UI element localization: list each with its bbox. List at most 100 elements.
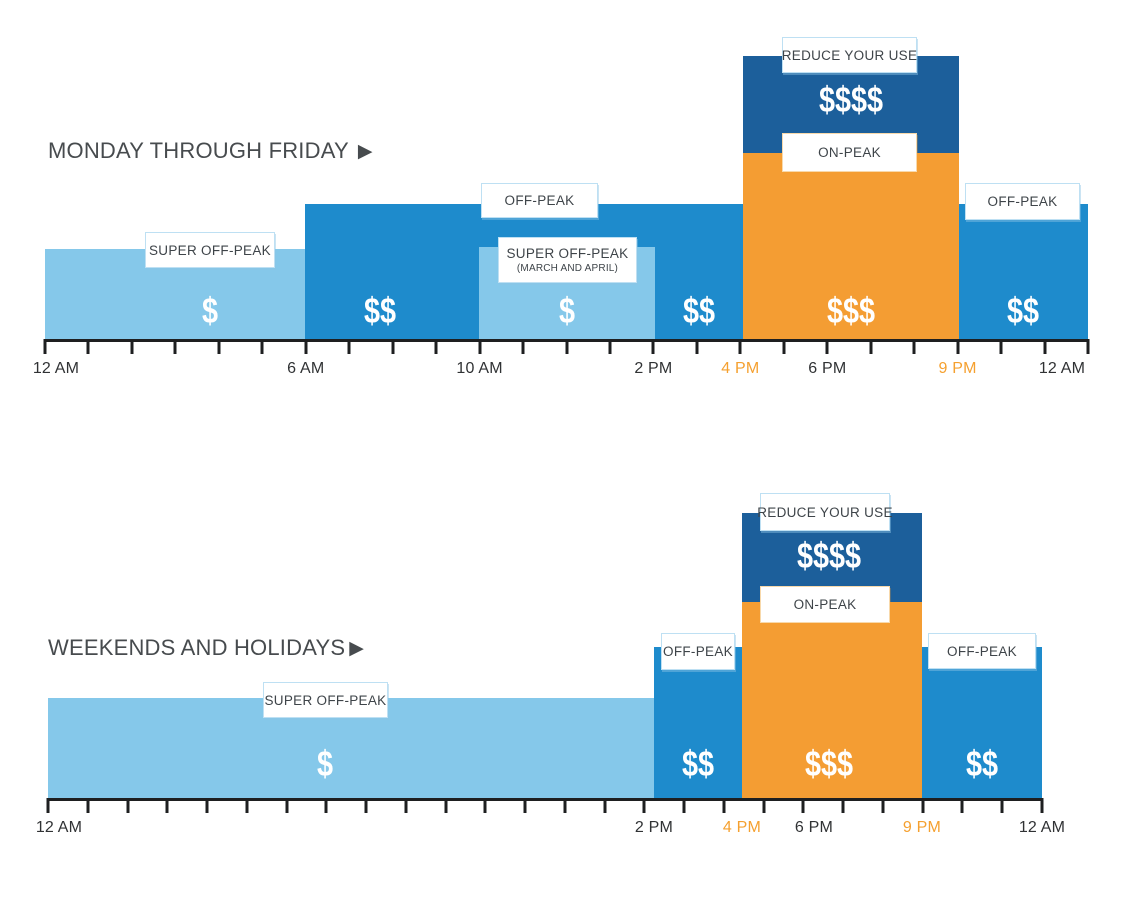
axis-tick xyxy=(738,339,742,354)
label-text: REDUCE YOUR USE xyxy=(757,504,893,520)
weekday-cost-off-peak-morning: $$ xyxy=(363,290,397,331)
axis-tick xyxy=(86,798,90,813)
axis-tick xyxy=(960,798,964,813)
weekday-chart-plot: 12 AM 6 AM 10 AM 2 PM 4 PM 6 PM 9 PM 12 … xyxy=(33,30,1090,377)
weekend-axis-ticks xyxy=(46,798,1044,814)
label-text: OFF-PEAK xyxy=(987,194,1058,209)
weekday-tick-label-6pm: 6 PM xyxy=(808,360,847,377)
axis-tick xyxy=(762,798,766,813)
axis-tick xyxy=(404,798,408,813)
axis-tick xyxy=(364,798,368,813)
axis-tick xyxy=(921,798,925,813)
axis-tick xyxy=(285,798,289,813)
axis-tick xyxy=(999,339,1003,354)
axis-tick xyxy=(86,339,90,354)
weekday-tick-label-10am: 10 AM xyxy=(456,360,503,377)
weekday-cost-super-off-peak: $ xyxy=(201,290,219,331)
axis-tick xyxy=(245,798,249,813)
weekday-label-box-off-peak-midday: OFF-PEAK xyxy=(481,183,598,218)
axis-tick xyxy=(43,339,47,354)
weekend-tick-label-6pm: 6 PM xyxy=(794,819,834,836)
weekday-tick-label-12am-right: 12 AM xyxy=(1038,360,1086,377)
weekday-bar-on-peak xyxy=(743,153,959,339)
axis-tick xyxy=(841,798,845,813)
weekend-tick-label-4pm: 4 PM xyxy=(722,819,762,836)
label-text: REDUCE YOUR USE xyxy=(781,47,918,63)
axis-tick xyxy=(217,339,221,354)
axis-tick xyxy=(956,339,960,354)
weekday-label-box-off-peak-evening: OFF-PEAK xyxy=(965,183,1080,220)
axis-tick xyxy=(1043,339,1047,354)
weekend-tick-label-9pm: 9 PM xyxy=(902,819,942,836)
label-text: ON-PEAK xyxy=(793,597,857,612)
axis-tick xyxy=(565,339,568,354)
weekend-cost-super-off-peak: $ xyxy=(316,743,334,784)
label-text: OFF-PEAK xyxy=(504,193,575,208)
weekday-label-box-super-off-peak: SUPER OFF-PEAK xyxy=(145,232,275,268)
axis-tick xyxy=(324,798,328,813)
label-text: OFF-PEAK xyxy=(663,644,733,659)
axis-tick xyxy=(881,798,885,813)
axis-tick xyxy=(912,339,916,354)
axis-tick xyxy=(165,798,169,813)
weekend-label-box-super-off-peak: SUPER OFF-PEAK xyxy=(263,682,388,718)
axis-tick xyxy=(825,339,829,354)
weekend-chart-title: WEEKENDS AND HOLIDAYS ▶ xyxy=(48,635,364,661)
axis-tick xyxy=(391,339,395,354)
weekday-tick-label-2pm: 2 PM xyxy=(634,360,673,377)
axis-tick xyxy=(173,339,177,354)
right-arrow-icon: ▶ xyxy=(357,141,373,162)
weekend-chart-plot: 12 AM 2 PM 4 PM 6 PM 9 PM 12 AM SUPER OF… xyxy=(36,485,1065,836)
weekday-chart-title: MONDAY THROUGH FRIDAY ▶ xyxy=(48,138,373,164)
weekday-cost-reduce-your-use: $$$$ xyxy=(818,79,884,120)
axis-tick xyxy=(603,798,607,813)
right-arrow-icon: ▶ xyxy=(349,638,365,659)
weekday-label-box-super-off-peak-march-april: SUPER OFF-PEAK (MARCH AND APRIL) xyxy=(498,237,637,283)
weekday-cost-on-peak: $$$ xyxy=(826,290,876,331)
weekend-tick-label-12am: 12 AM xyxy=(35,819,83,836)
weekend-label-box-reduce-your-use: REDUCE YOUR USE xyxy=(757,493,893,531)
weekend-title-text: WEEKENDS AND HOLIDAYS xyxy=(48,635,346,660)
weekend-cost-on-peak: $$$ xyxy=(804,743,854,784)
axis-tick xyxy=(347,339,351,354)
weekend-bar-on-peak xyxy=(742,602,922,798)
label-text: SUPER OFF-PEAK xyxy=(264,692,387,708)
label-text: SUPER OFF-PEAK xyxy=(149,242,271,258)
axis-tick xyxy=(260,339,264,354)
axis-tick xyxy=(523,798,527,813)
axis-tick xyxy=(1040,798,1044,813)
axis-tick xyxy=(1000,798,1004,813)
axis-tick xyxy=(782,339,786,354)
label-subtext: (MARCH AND APRIL) xyxy=(516,263,619,275)
weekend-tick-label-2pm: 2 PM xyxy=(634,819,674,836)
axis-tick xyxy=(869,339,873,354)
axis-tick xyxy=(651,339,655,354)
axis-tick xyxy=(483,798,487,813)
weekday-label-box-on-peak: ON-PEAK xyxy=(782,133,917,172)
weekday-tick-label-9pm: 9 PM xyxy=(938,360,977,377)
label-text: OFF-PEAK xyxy=(947,643,1017,659)
weekday-title-text: MONDAY THROUGH FRIDAY xyxy=(48,138,349,163)
weekday-bar-off-peak-evening xyxy=(959,204,1088,339)
axis-tick xyxy=(444,798,448,813)
weekday-axis-ticks xyxy=(43,339,1090,355)
weekend-label-box-off-peak-evening: OFF-PEAK xyxy=(928,633,1036,669)
weekend-tick-label-12am-right: 12 AM xyxy=(1018,819,1066,836)
weekend-label-box-on-peak: ON-PEAK xyxy=(760,586,890,623)
axis-tick xyxy=(304,339,308,354)
axis-tick xyxy=(130,339,134,354)
axis-tick xyxy=(205,798,209,813)
axis-tick xyxy=(563,798,567,813)
axis-tick xyxy=(642,798,646,813)
axis-tick xyxy=(46,798,50,813)
weekend-x-axis xyxy=(48,798,1042,801)
weekend-cost-off-peak-evening: $$ xyxy=(965,743,999,784)
axis-tick xyxy=(126,798,130,813)
weekend-cost-off-peak-afternoon: $$ xyxy=(681,743,715,784)
weekend-bar-off-peak-evening xyxy=(922,647,1042,798)
axis-tick xyxy=(722,798,726,813)
label-text: SUPER OFF-PEAK xyxy=(506,245,629,261)
axis-tick xyxy=(801,798,805,813)
weekday-tick-label-12am: 12 AM xyxy=(32,360,80,377)
